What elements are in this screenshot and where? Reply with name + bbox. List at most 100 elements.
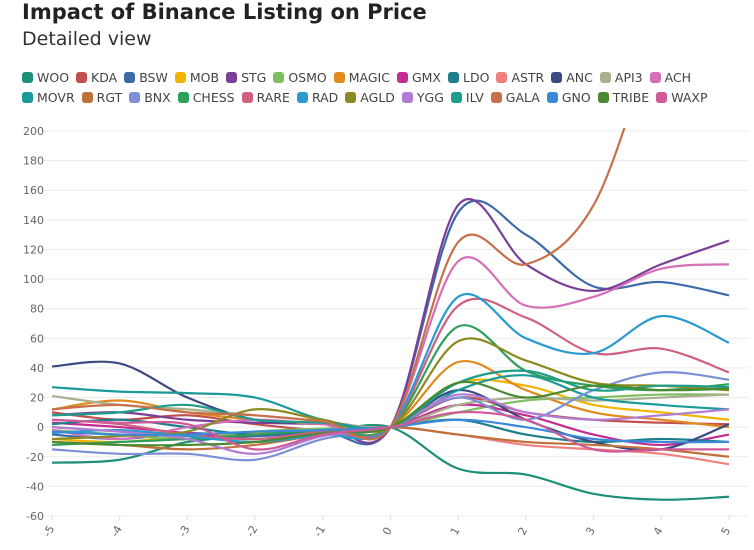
legend-swatch — [124, 72, 136, 83]
legend-item[interactable]: API3 — [599, 69, 643, 86]
legend-item[interactable]: ASTR — [496, 69, 544, 86]
legend-item[interactable]: LDO — [448, 69, 489, 86]
x-tick-label: 3 — [583, 525, 598, 538]
y-tick-label: 60 — [30, 332, 44, 345]
legend-item[interactable]: MOB — [174, 69, 220, 86]
legend-item[interactable]: WOO — [22, 69, 69, 86]
legend-swatch — [546, 92, 558, 103]
legend-label: WAXP — [671, 90, 708, 105]
y-tick-label: 160 — [23, 184, 44, 197]
legend-label: MOVR — [37, 90, 75, 105]
legend-item[interactable]: OSMO — [273, 69, 327, 86]
legend-item[interactable]: ILV — [450, 89, 484, 106]
y-tick-label: 200 — [23, 125, 44, 138]
x-tick-label: -1 — [311, 523, 328, 539]
legend-swatch — [396, 72, 408, 83]
legend-label: ANC — [566, 70, 593, 85]
y-tick-label: 140 — [23, 214, 44, 227]
legend-item[interactable]: STG — [226, 69, 266, 86]
legend-swatch — [450, 92, 462, 103]
y-tick-label: 40 — [30, 362, 44, 375]
x-tick-label: -5 — [41, 523, 58, 539]
legend-item[interactable]: ANC — [551, 69, 593, 86]
legend-label: YGG — [416, 90, 444, 105]
chart-subtitle: Detailed view — [22, 28, 152, 50]
legend-swatch — [597, 92, 609, 103]
legend-item[interactable]: RGT — [81, 89, 122, 106]
legend-label: RAD — [311, 90, 339, 105]
legend-label: TRIBE — [612, 90, 650, 105]
series-line — [51, 256, 730, 441]
y-tick-label: 180 — [23, 155, 44, 168]
x-tick-label: 4 — [651, 525, 666, 538]
legend-label: LDO — [463, 70, 490, 85]
lines — [51, 128, 730, 501]
y-tick-label: 0 — [37, 421, 44, 434]
legend-swatch — [448, 72, 459, 83]
legend-label: ASTR — [511, 70, 545, 85]
y-tick-label: -20 — [26, 451, 44, 464]
legend-item[interactable]: MOVR — [22, 89, 75, 106]
legend-swatch — [496, 72, 508, 83]
legend-label: OSMO — [288, 70, 327, 85]
legend-label: KDA — [91, 70, 118, 85]
legend-label: API3 — [614, 70, 643, 85]
legend-swatch — [76, 72, 88, 83]
legend-swatch — [226, 72, 238, 83]
legend-swatch — [345, 92, 357, 103]
x-tick-label: 2 — [515, 525, 530, 538]
legend-swatch — [649, 72, 661, 83]
legend: WOO KDA BSW MOB STG OSMO MAGIC GMX LDO ASTR ANC API… — [22, 69, 742, 106]
legend-item[interactable]: GMX — [396, 69, 441, 86]
legend-swatch — [177, 92, 189, 103]
y-tick-label: 120 — [23, 243, 44, 256]
legend-swatch — [22, 72, 33, 83]
legend-item[interactable]: GNO — [546, 89, 591, 106]
legend-label: ACH — [664, 70, 692, 85]
legend-label: STG — [241, 70, 267, 85]
legend-label: WOO — [37, 70, 70, 85]
legend-item[interactable]: MAGIC — [333, 69, 390, 86]
legend-item[interactable]: BSW — [124, 69, 168, 86]
legend-item[interactable]: GALA — [490, 89, 540, 106]
legend-swatch — [22, 92, 33, 103]
legend-item[interactable]: CHESS — [177, 89, 235, 106]
legend-item[interactable]: WAXP — [656, 89, 708, 106]
legend-item[interactable]: ACH — [649, 69, 692, 86]
legend-label: GMX — [411, 70, 441, 85]
legend-swatch — [599, 72, 611, 83]
series-line — [51, 128, 626, 441]
x-tick-label: -4 — [108, 523, 125, 539]
legend-label: BNX — [144, 90, 171, 105]
legend-swatch — [333, 72, 345, 83]
legend-swatch — [129, 92, 141, 103]
legend-item[interactable]: YGG — [401, 89, 444, 106]
x-tick-label: -3 — [176, 523, 193, 539]
y-tick-label: 20 — [30, 392, 44, 405]
legend-label: GNO — [561, 90, 591, 105]
legend-item[interactable]: AGLD — [345, 89, 395, 106]
legend-label: GALA — [505, 90, 540, 105]
legend-swatch — [81, 92, 93, 103]
legend-swatch — [401, 92, 413, 103]
legend-label: MOB — [189, 70, 220, 85]
x-tick-label: -2 — [244, 523, 261, 539]
legend-item[interactable]: KDA — [76, 69, 117, 86]
y-tick-label: -60 — [26, 510, 44, 523]
legend-swatch — [174, 72, 186, 83]
x-tick-label: 0 — [380, 525, 395, 538]
legend-item[interactable]: BNX — [129, 89, 171, 106]
chart-title: Impact of Binance Listing on Price — [22, 0, 427, 24]
legend-swatch — [551, 72, 563, 83]
legend-item[interactable]: RARE — [241, 89, 290, 106]
legend-swatch — [296, 92, 308, 103]
legend-label: CHESS — [192, 90, 235, 105]
x-tick-label: 1 — [448, 525, 463, 538]
series-line — [51, 410, 729, 453]
y-tick-label: 80 — [30, 303, 44, 316]
legend-item[interactable]: TRIBE — [597, 89, 650, 106]
legend-item[interactable]: RAD — [296, 89, 339, 106]
